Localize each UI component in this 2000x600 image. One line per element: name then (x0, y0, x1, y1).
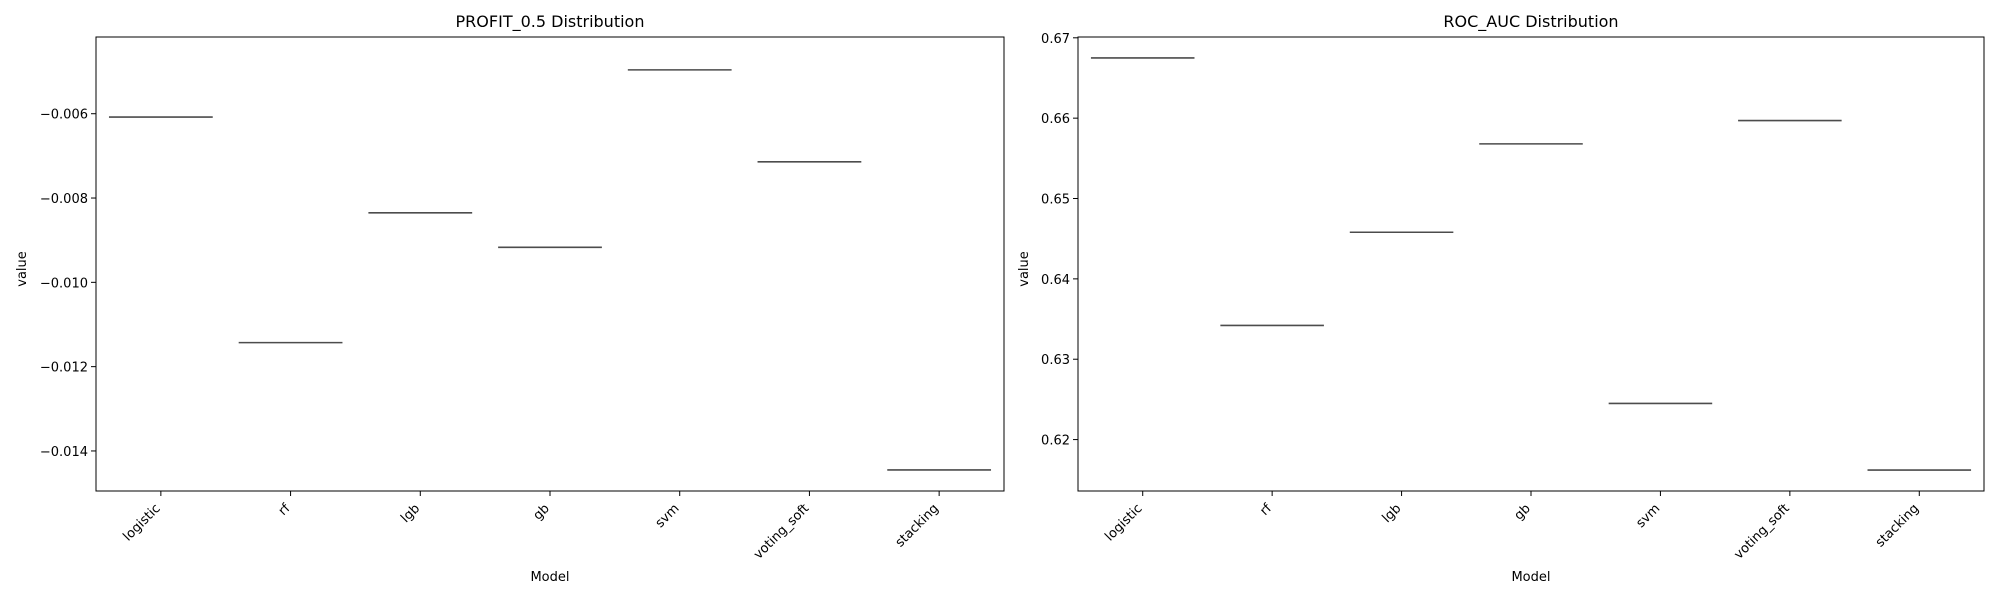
roc-auc-chart: ROC_AUC Distribution Model value 0.62 0.6… (1017, 12, 1985, 585)
x-axis-label: Model (530, 570, 569, 585)
y-axis-label: value (15, 251, 30, 287)
x-tick-label: lgb (1380, 501, 1405, 526)
x-tick-label: gb (1512, 501, 1534, 523)
x-tick-label: stacking (893, 501, 942, 550)
x-tick-label: voting_soft (1731, 501, 1792, 562)
y-tick-label: −0.008 (40, 192, 88, 207)
x-tick-label: rf (1257, 501, 1275, 519)
chart-title: PROFIT_0.5 Distribution (456, 12, 645, 32)
profit-chart: PROFIT_0.5 Distribution Model value −0.0… (15, 12, 1005, 585)
x-tick-label: svm (1633, 501, 1663, 531)
x-tick-label: gb (531, 501, 553, 523)
x-tick-label: stacking (1873, 501, 1922, 550)
plot-frame (1077, 36, 1985, 492)
y-tick-label: 0.62 (1041, 434, 1070, 449)
x-tick-label: rf (276, 501, 294, 519)
chart-title: ROC_AUC Distribution (1443, 12, 1618, 32)
x-tick-label: svm (653, 501, 683, 531)
y-tick-label: 0.67 (1041, 32, 1070, 47)
y-tick-label: 0.65 (1041, 193, 1070, 208)
x-tick-label: voting_soft (751, 501, 812, 562)
y-tick-label: 0.64 (1041, 273, 1070, 288)
x-tick-label: logistic (121, 501, 164, 544)
y-tick-label: 0.66 (1041, 112, 1070, 127)
x-tick-label: logistic (1102, 501, 1145, 544)
y-tick-label: −0.012 (40, 361, 88, 376)
y-tick-label: −0.014 (40, 445, 88, 460)
x-tick-label: lgb (398, 501, 423, 526)
y-tick-label: −0.006 (40, 108, 88, 123)
y-axis-label: value (1017, 251, 1032, 287)
y-tick-label: 0.63 (1041, 353, 1070, 368)
plot-frame (95, 36, 1005, 492)
x-axis-label: Model (1511, 570, 1550, 585)
y-tick-label: −0.010 (40, 276, 88, 291)
